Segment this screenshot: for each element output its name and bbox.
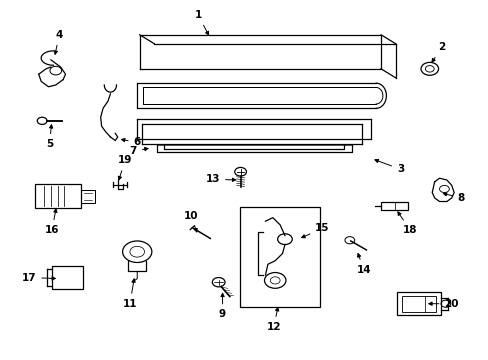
Text: 8: 8 [443, 193, 464, 203]
Text: 19: 19 [118, 155, 132, 180]
Text: 9: 9 [219, 293, 225, 319]
Text: 20: 20 [428, 299, 458, 309]
Text: 7: 7 [129, 146, 148, 156]
Polygon shape [137, 107, 387, 108]
Text: 16: 16 [44, 209, 59, 235]
Text: 14: 14 [356, 253, 370, 275]
Text: 13: 13 [205, 174, 235, 184]
Text: 6: 6 [122, 138, 141, 147]
Bar [396, 292, 440, 315]
Text: 1: 1 [194, 10, 208, 35]
Text: 2: 2 [431, 42, 445, 62]
Bar [52, 266, 83, 289]
Text: 15: 15 [301, 224, 329, 238]
Text: 17: 17 [21, 273, 55, 283]
Bar [81, 190, 95, 203]
Bar [239, 207, 320, 307]
Text: 18: 18 [397, 212, 417, 235]
Text: 12: 12 [266, 307, 281, 332]
Text: 4: 4 [54, 30, 63, 54]
Bar [35, 184, 81, 208]
Bar [401, 296, 435, 312]
Text: 10: 10 [183, 211, 198, 232]
Text: 11: 11 [122, 279, 137, 309]
Text: 3: 3 [374, 159, 404, 174]
Polygon shape [140, 35, 380, 69]
Polygon shape [137, 83, 387, 108]
Text: 5: 5 [46, 125, 53, 149]
Bar [381, 202, 407, 210]
